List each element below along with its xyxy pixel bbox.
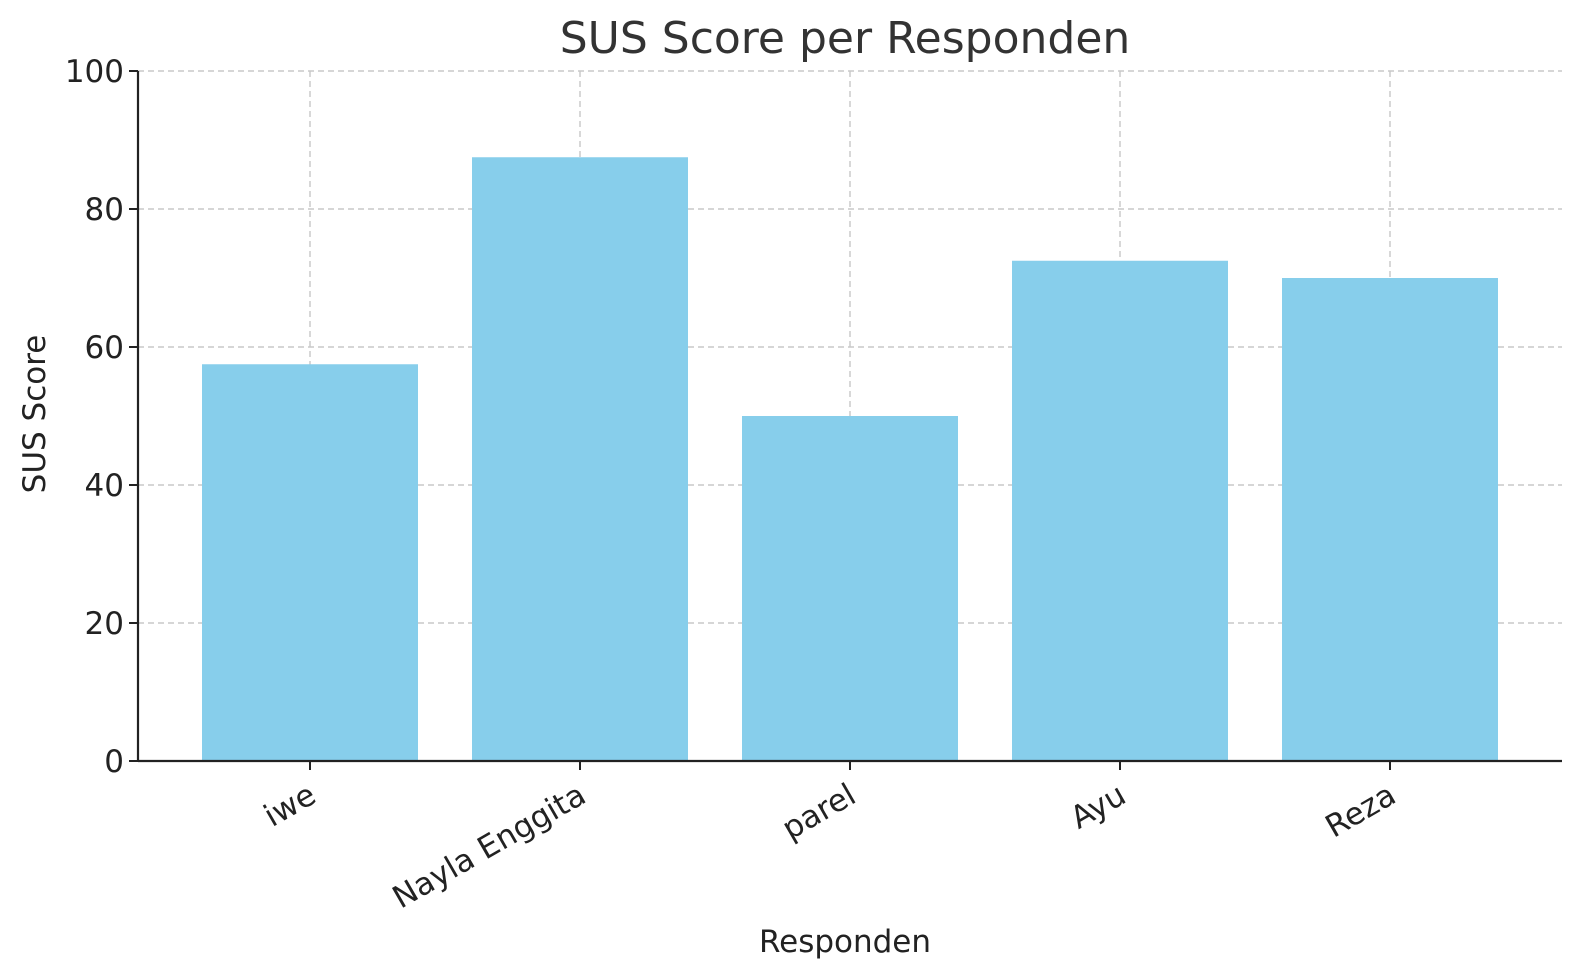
x-tick-label: Nayla Enggita [387, 777, 592, 916]
y-tick-label: 0 [104, 744, 124, 780]
y-tick-label: 80 [85, 192, 124, 228]
bar-ayu [1012, 260, 1228, 761]
x-axis-label: Responden [759, 924, 931, 960]
x-tick-label: Ayu [1065, 777, 1132, 837]
bar-nayla-enggita [472, 157, 688, 761]
x-tick-label: Reza [1319, 777, 1402, 845]
y-tick-label: 20 [85, 606, 124, 642]
bar-parel [742, 416, 958, 761]
x-tick-label: iwe [258, 777, 322, 835]
bars [202, 157, 1498, 761]
chart-title: SUS Score per Responden [560, 13, 1131, 64]
bar-reza [1282, 278, 1498, 761]
y-axis-label: SUS Score [17, 335, 53, 494]
bar-iwe [202, 364, 418, 761]
y-tick-label: 100 [65, 54, 124, 90]
x-tick-label: parel [776, 777, 862, 847]
y-tick-label: 60 [85, 330, 124, 366]
y-tick-label: 40 [85, 468, 124, 504]
